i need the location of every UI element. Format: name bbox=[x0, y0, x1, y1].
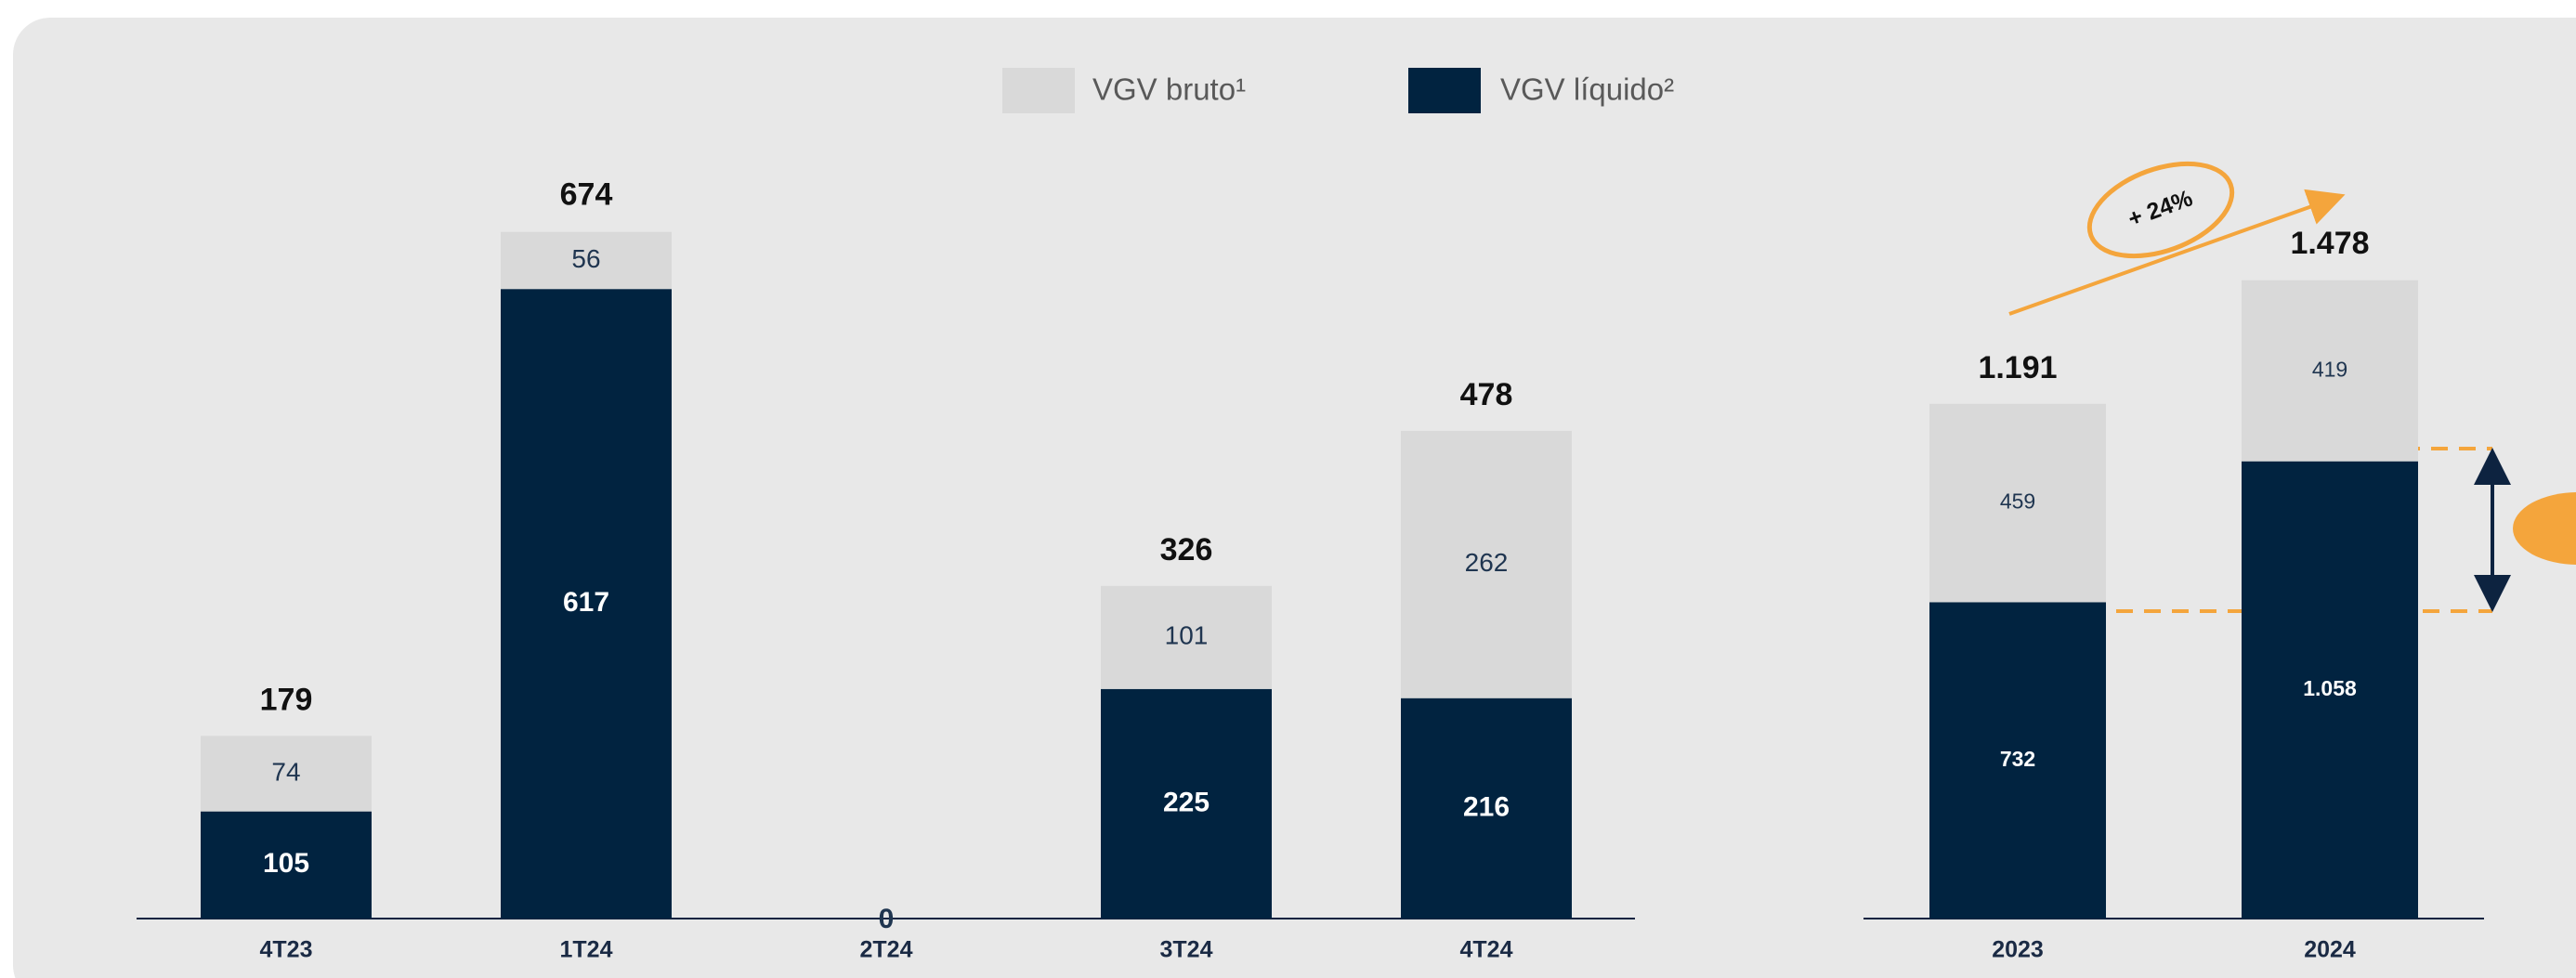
bar-segment bbox=[201, 736, 372, 812]
badge bbox=[2513, 492, 2576, 565]
bar-segment bbox=[1401, 698, 1572, 919]
total-label: 326 bbox=[1160, 532, 1213, 567]
legend-swatch bbox=[1408, 68, 1481, 113]
bar-segment bbox=[501, 231, 672, 290]
value-label: 101 bbox=[1165, 621, 1209, 650]
value-label: 56 bbox=[571, 244, 600, 273]
bar-segment bbox=[1401, 430, 1572, 698]
bar-segment bbox=[2242, 461, 2418, 919]
x-tick-label: 4T23 bbox=[260, 937, 313, 963]
growth-ring bbox=[2086, 161, 2235, 259]
x-tick-label: 2T24 bbox=[860, 937, 913, 963]
value-label: 225 bbox=[1163, 787, 1210, 817]
value-label: 419 bbox=[2312, 357, 2347, 381]
value-label: 459 bbox=[2000, 489, 2035, 514]
total-label: 674 bbox=[560, 177, 613, 213]
bar-segment bbox=[201, 811, 372, 919]
x-tick-label: 1T24 bbox=[560, 937, 613, 963]
bar-segment bbox=[2242, 280, 2418, 462]
value-label: 0 bbox=[879, 904, 895, 934]
total-label: 1.191 bbox=[1978, 350, 2057, 385]
value-label: 732 bbox=[2000, 747, 2035, 771]
x-tick-label: 4T24 bbox=[1460, 937, 1513, 963]
x-tick-label: 2023 bbox=[1992, 937, 2044, 963]
bar-segment bbox=[501, 289, 672, 919]
bar-segment bbox=[1929, 602, 2106, 919]
growth-arrow bbox=[2008, 189, 2346, 316]
legend-swatch bbox=[1002, 68, 1075, 113]
value-label: 74 bbox=[271, 757, 300, 786]
total-label: 478 bbox=[1460, 377, 1513, 412]
bar-segment bbox=[1101, 688, 1272, 919]
x-tick-label: 2024 bbox=[2304, 937, 2356, 963]
x-tick-label: 3T24 bbox=[1160, 937, 1213, 963]
value-label: 105 bbox=[263, 848, 309, 879]
value-label: 617 bbox=[563, 587, 609, 618]
value-label: 1.058 bbox=[2303, 676, 2357, 700]
legend-label: VGV bruto¹ bbox=[1092, 72, 1246, 107]
value-label: 216 bbox=[1463, 791, 1510, 822]
value-label: 262 bbox=[1465, 548, 1509, 577]
bar-segment bbox=[1101, 585, 1272, 689]
total-label: 179 bbox=[260, 682, 313, 717]
total-label: 1.478 bbox=[2290, 226, 2369, 261]
bar-segment bbox=[1929, 403, 2106, 603]
legend-label: VGV líquido² bbox=[1500, 72, 1674, 107]
